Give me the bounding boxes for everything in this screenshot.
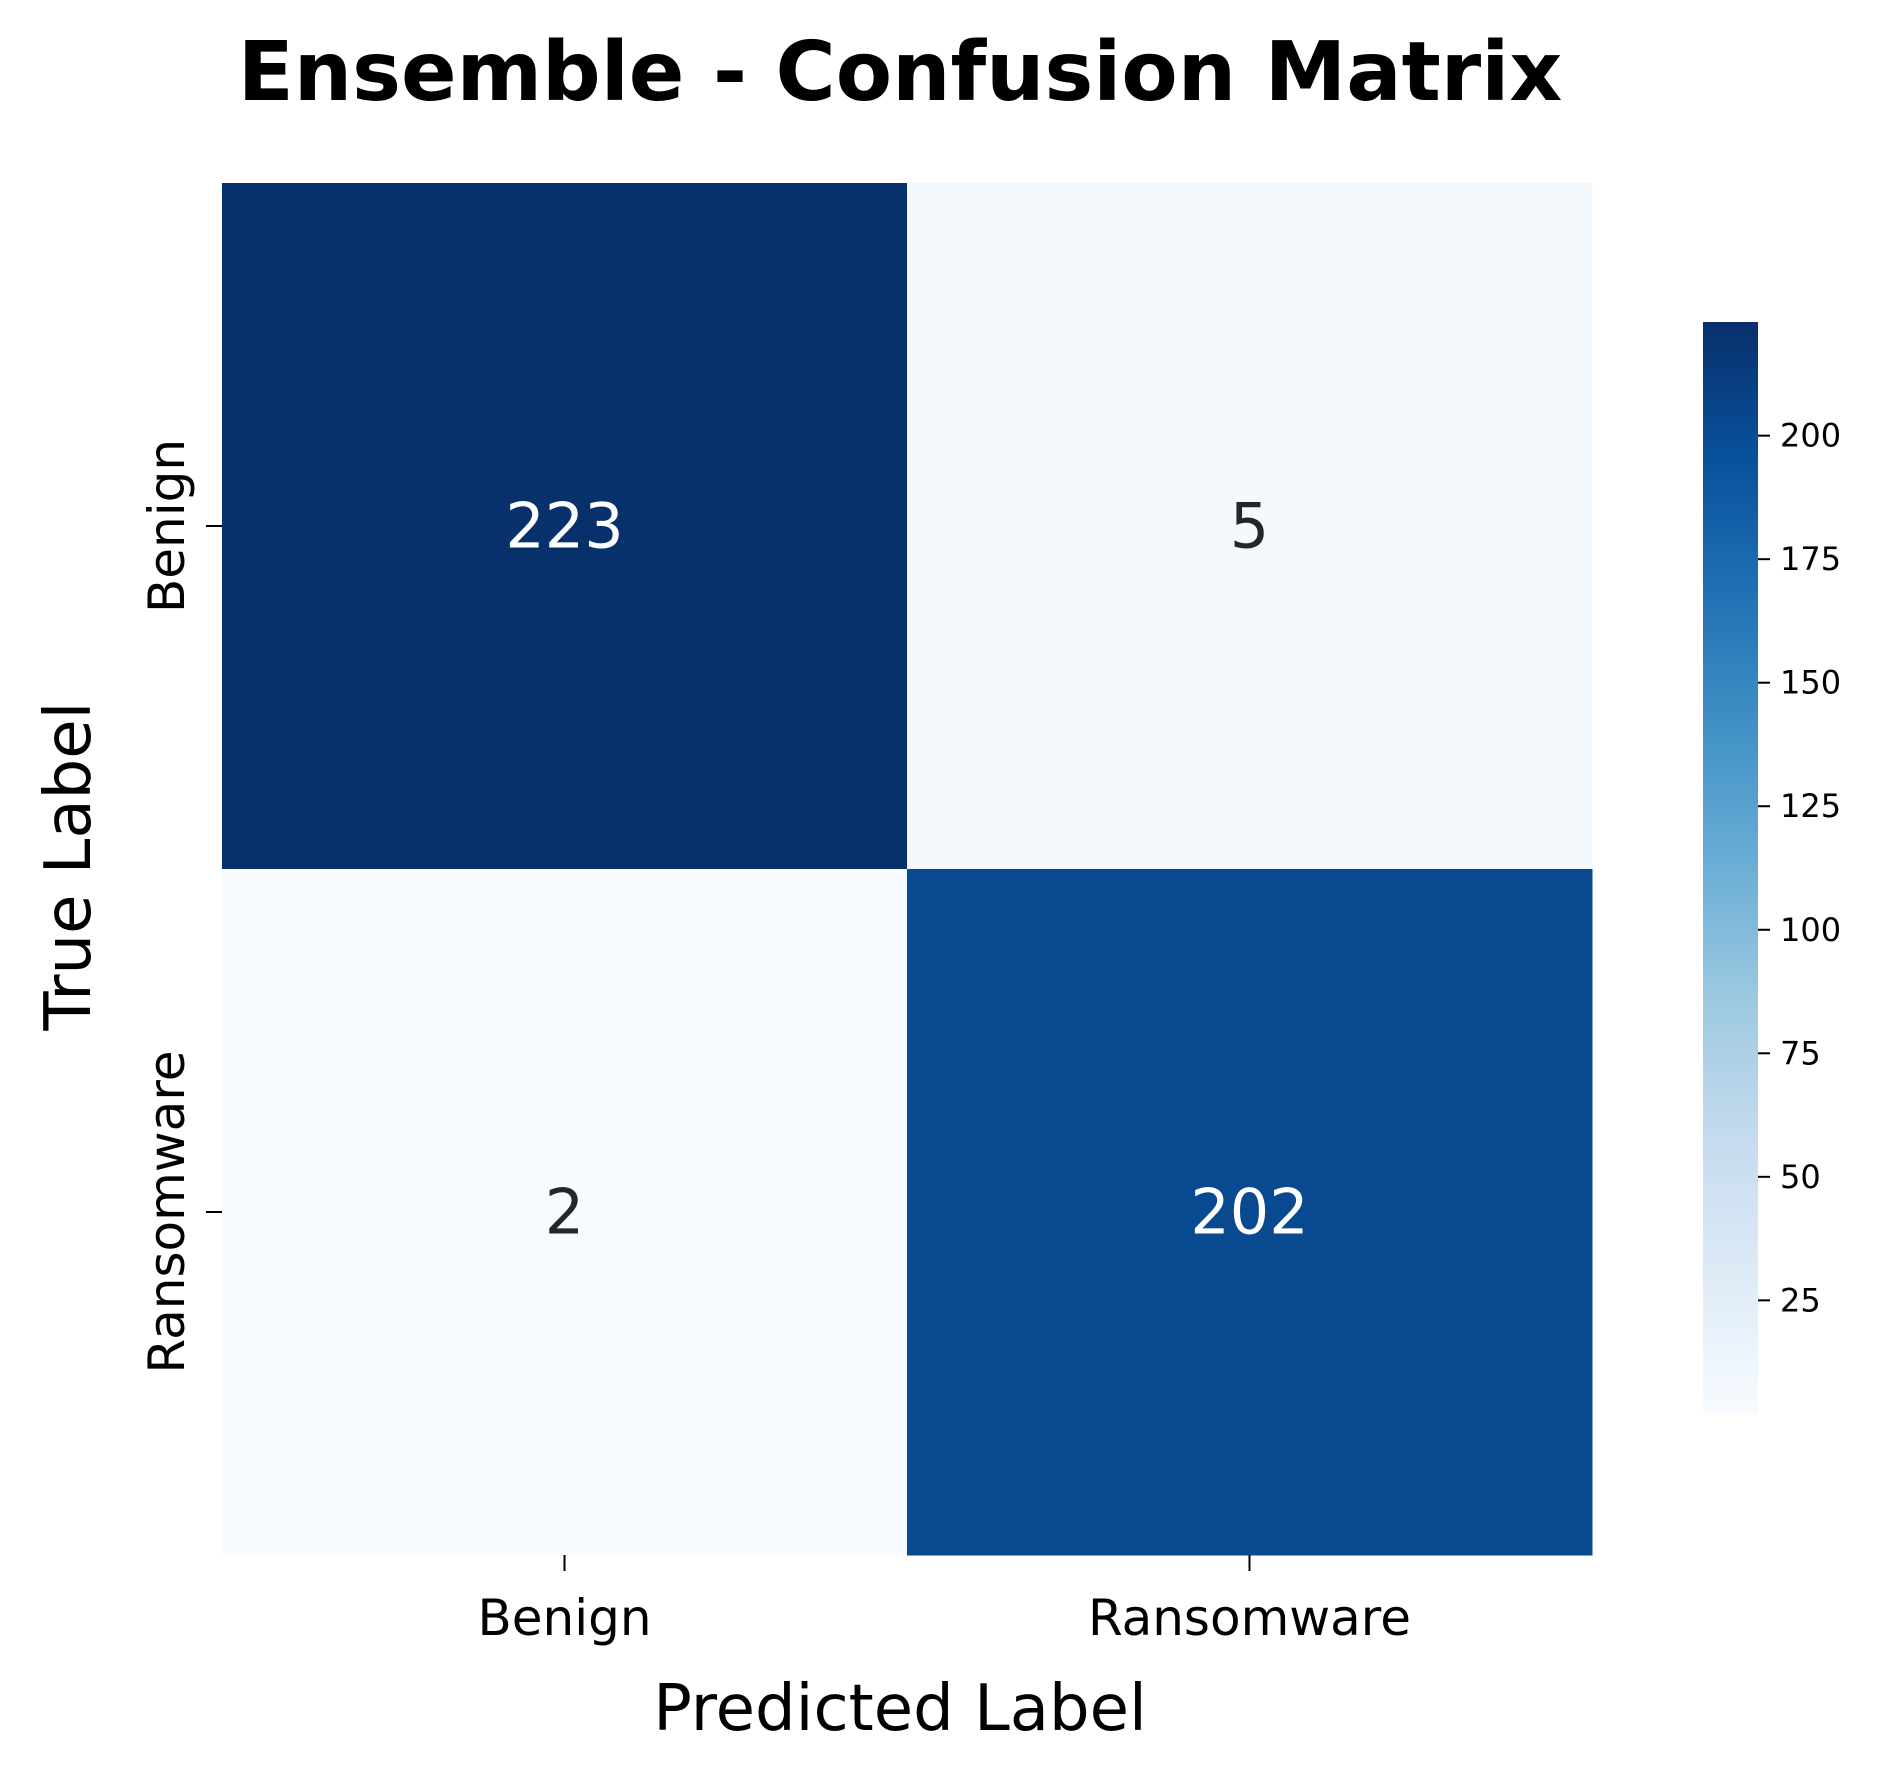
chart-title: Ensemble - Confusion Matrix [238,25,1563,120]
colorbar-tick-label: 125 [1780,787,1841,825]
cell-value-label: 202 [1190,1176,1308,1249]
y-axis-label: True Label [32,702,106,1032]
colorbar-tick-label: 75 [1780,1034,1821,1072]
colorbar-ticks: 25 50 75 100 125 150 175 200 [1758,417,1841,1319]
y-tick-label: Ransomware [138,1050,196,1373]
heatmap-cell [222,869,908,1556]
x-tick-label: Ransomware [1088,1589,1411,1647]
y-axis-ticks: Benign Ransomware [138,439,222,1374]
heatmap-cell [907,183,1593,870]
cell-value-label: 223 [505,490,623,563]
colorbar-tick-label: 150 [1780,664,1841,702]
x-tick-label: Benign [477,1589,651,1647]
heatmap-cells [222,183,1593,1556]
colorbar-tick-label: 175 [1780,540,1841,578]
colorbar-tick-label: 50 [1780,1158,1821,1196]
x-axis-label: Predicted Label [653,1672,1146,1746]
colorbar [1703,322,1758,1414]
heatmap-cell [222,183,908,870]
heatmap-cell-labels: 223 5 2 202 [505,490,1308,1249]
cell-value-label: 2 [545,1176,584,1249]
colorbar-tick-label: 25 [1780,1281,1821,1319]
colorbar-tick-label: 100 [1780,911,1841,949]
heatmap-cell [907,869,1593,1556]
colorbar-tick-label: 200 [1780,417,1841,455]
cell-value-label: 5 [1230,490,1269,563]
x-axis-ticks: Benign Ransomware [477,1555,1411,1647]
y-tick-label: Benign [138,439,196,613]
